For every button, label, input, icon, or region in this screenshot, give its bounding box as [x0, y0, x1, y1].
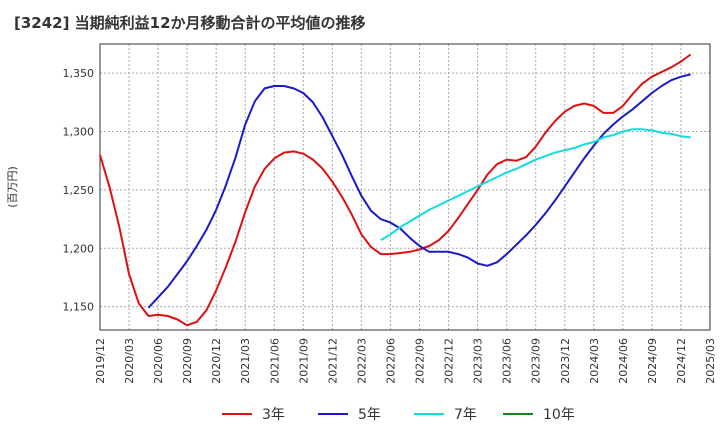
y-axis-label: (百万円) [6, 166, 19, 208]
x-tick-label: 2020/06 [152, 338, 165, 384]
legend-label: 10年 [543, 407, 575, 423]
y-axis-ticks: 1,150 1,200 1,250 1,300 1,350 [63, 67, 95, 313]
chart-title: [3242] 当期純利益12か月移動合計の平均値の推移 [14, 14, 366, 32]
series-lines [99, 53, 692, 327]
x-tick-label: 2023/09 [530, 338, 543, 384]
series-line [99, 53, 692, 327]
x-tick-label: 2020/03 [123, 338, 136, 384]
x-tick-label: 2024/12 [675, 338, 688, 384]
x-tick-label: 2022/06 [384, 338, 397, 384]
y-tick-label: 1,200 [63, 242, 95, 255]
x-tick-label: 2021/12 [326, 338, 339, 384]
x-axis-ticks: 2019/12 2020/03 2020/06 2020/09 2020/12 2021/… [94, 338, 717, 384]
x-tick-label: 2023/06 [501, 338, 514, 384]
x-tick-label: 2022/12 [443, 338, 456, 384]
x-tick-label: 2020/12 [210, 338, 223, 384]
x-tick-label: 2023/12 [559, 338, 572, 384]
x-tick-label: 2024/06 [617, 338, 630, 384]
x-tick-label: 2020/09 [181, 338, 194, 384]
x-tick-label: 2025/03 [704, 338, 717, 384]
x-tick-label: 2021/06 [268, 338, 281, 384]
plot-area-frame [99, 43, 711, 331]
legend-label: 5年 [358, 407, 381, 423]
series-line [147, 73, 691, 309]
series-line [380, 128, 691, 241]
legend-label: 7年 [454, 407, 477, 423]
grid-lines [99, 44, 711, 330]
y-tick-label: 1,300 [63, 126, 95, 139]
x-tick-label: 2022/03 [355, 338, 368, 384]
x-tick-label: 2021/09 [297, 338, 310, 384]
legend: 3年 5年 7年 10年 [222, 407, 575, 423]
x-tick-label: 2024/09 [646, 338, 659, 384]
y-tick-label: 1,250 [63, 184, 95, 197]
x-tick-label: 2019/12 [94, 338, 107, 384]
y-tick-label: 1,150 [63, 301, 95, 314]
y-tick-label: 1,350 [63, 67, 95, 80]
x-tick-label: 2022/09 [414, 338, 427, 384]
x-tick-label: 2023/03 [472, 338, 485, 384]
x-tick-label: 2024/03 [588, 338, 601, 384]
legend-label: 3年 [262, 407, 285, 423]
x-tick-label: 2021/03 [239, 338, 252, 384]
